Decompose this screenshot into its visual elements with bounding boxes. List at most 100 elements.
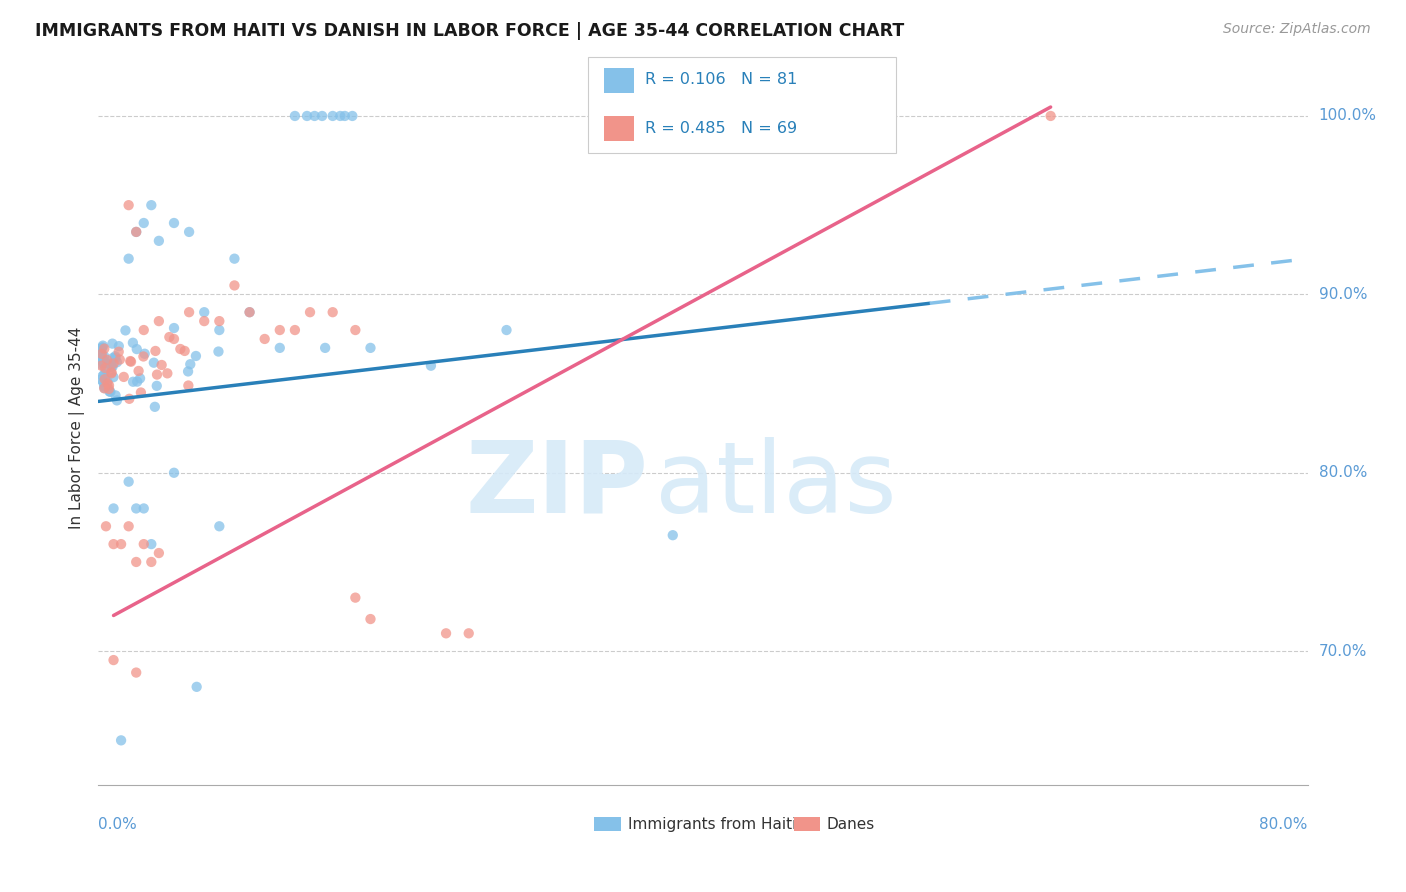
Point [661,528,683,542]
Point [125,342,148,356]
Point [112,370,135,384]
Point [239,305,262,319]
Point [104,388,127,402]
Point [420,359,443,373]
Point [146,368,169,382]
Point [148,234,170,248]
Text: R = 0.106   N = 81: R = 0.106 N = 81 [645,72,797,87]
Point [177,364,200,378]
Point [156,367,179,381]
Bar [603,116,634,141]
Point [91,356,114,370]
Point [148,546,170,560]
Point [145,343,167,358]
Point [193,305,215,319]
Point [91,375,114,389]
Point [129,371,152,385]
Point [284,323,307,337]
Point [179,225,201,239]
Point [100,384,122,399]
Point [96,376,118,391]
Point [344,591,367,605]
Point [91,358,114,372]
Point [208,314,231,328]
Point [186,680,208,694]
Point [173,343,195,358]
Point [132,350,155,364]
Point [105,393,128,408]
Point [269,341,291,355]
Y-axis label: In Labor Force | Age 35-44: In Labor Force | Age 35-44 [69,327,84,529]
Point [163,321,186,335]
Point [120,354,142,368]
Point [105,355,128,369]
Point [122,335,145,350]
Point [120,354,142,368]
Point [179,305,201,319]
Point [184,349,207,363]
Point [91,352,114,367]
Point [1039,109,1062,123]
Point [100,357,122,371]
Point [94,519,117,533]
Point [94,372,117,386]
Point [103,537,125,551]
Point [141,537,163,551]
Text: ZIP: ZIP [465,437,648,533]
Point [110,733,132,747]
Point [239,305,262,319]
Bar [595,817,621,831]
Point [89,350,111,364]
Point [329,109,352,123]
Point [104,349,127,363]
Point [97,382,120,396]
Point [93,367,115,381]
Point [90,347,112,361]
Point [163,466,186,480]
Point [110,537,132,551]
Point [91,350,114,364]
Point [311,109,333,123]
Point [344,323,367,337]
Point [148,314,170,328]
Point [125,555,148,569]
Point [103,370,125,384]
Point [100,367,122,381]
Point [107,344,129,359]
Point [108,339,131,353]
Text: Danes: Danes [827,817,875,831]
Point [299,305,322,319]
Point [93,379,115,393]
Point [101,359,124,374]
Point [157,330,180,344]
Point [90,372,112,386]
Point [132,537,155,551]
Point [118,252,141,266]
Point [94,363,117,377]
Point [93,381,115,395]
Point [90,341,112,355]
Point [104,351,127,365]
Point [253,332,276,346]
Point [128,364,150,378]
Point [150,358,173,372]
Point [457,626,479,640]
Point [91,369,114,384]
Text: Source: ZipAtlas.com: Source: ZipAtlas.com [1223,22,1371,37]
Bar [793,817,820,831]
Point [224,278,246,293]
Point [333,109,356,123]
Point [125,225,148,239]
Point [100,365,122,379]
Point [103,501,125,516]
Point [114,323,136,337]
Point [91,340,114,354]
Point [96,352,118,367]
Point [101,351,124,366]
Point [93,349,115,363]
Point [94,361,117,376]
Text: 0.0%: 0.0% [98,817,138,832]
Point [118,475,141,489]
Point [90,344,112,359]
Point [295,109,318,123]
